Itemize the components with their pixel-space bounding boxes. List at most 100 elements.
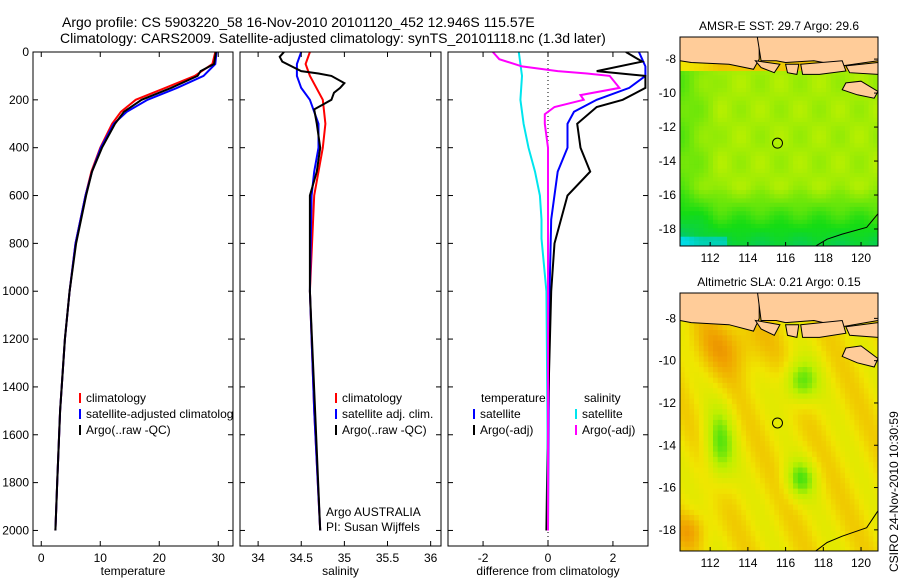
- map-cell: [863, 160, 870, 165]
- map-cell: [779, 430, 785, 437]
- map-cell: [849, 232, 855, 238]
- map-cell: [736, 202, 742, 208]
- map-cell: [849, 240, 855, 246]
- map-cell: [830, 240, 837, 246]
- map-cell: [760, 345, 766, 352]
- map-cell: [717, 451, 723, 458]
- map-cell: [755, 143, 761, 148]
- map-cell: [698, 223, 705, 229]
- map-cell: [680, 181, 686, 187]
- map-cell: [727, 546, 733, 551]
- map-cell: [863, 143, 870, 148]
- map-cell: [769, 441, 775, 447]
- map-cell: [793, 462, 799, 469]
- map-cell: [835, 96, 841, 102]
- map-cell: [703, 419, 709, 426]
- map-cell: [750, 515, 756, 521]
- map-cell: [779, 194, 785, 199]
- map-cell: [849, 340, 855, 347]
- map-cell: [717, 181, 723, 187]
- map-cell: [816, 143, 822, 148]
- map-cell: [873, 388, 878, 395]
- map-cell: [774, 377, 780, 384]
- map-cell: [727, 177, 733, 182]
- map-cell: [845, 109, 851, 114]
- map-cell: [684, 206, 690, 212]
- map-cell: [764, 126, 771, 131]
- map-cell: [698, 134, 705, 140]
- map-cell: [774, 499, 780, 506]
- map-cell: [826, 185, 832, 191]
- map-cell: [731, 361, 738, 368]
- map-cell: [717, 160, 723, 165]
- x-tick-label: 112: [701, 251, 720, 265]
- map-cell: [750, 462, 756, 469]
- map-cell: [779, 130, 785, 136]
- map-cell: [830, 541, 837, 548]
- map-cell: [684, 361, 690, 368]
- map-cell: [816, 223, 822, 229]
- map-cell: [750, 211, 756, 216]
- map-cell: [708, 419, 714, 426]
- map-cell: [835, 105, 841, 110]
- map-cell: [840, 430, 846, 437]
- map-cell: [774, 398, 780, 405]
- map-cell: [750, 96, 756, 102]
- map-cell: [750, 472, 756, 479]
- map-cell: [764, 113, 771, 119]
- map-cell: [741, 185, 747, 191]
- map-cell: [769, 377, 775, 384]
- map-cell: [863, 126, 870, 131]
- map-cell: [783, 530, 789, 537]
- map-cell: [807, 462, 813, 469]
- map-cell: [783, 493, 789, 500]
- map-cell: [807, 88, 813, 93]
- map-cell: [802, 113, 808, 119]
- map-cell: [807, 219, 813, 225]
- map-cell: [868, 462, 874, 469]
- map-cell: [689, 398, 695, 405]
- map-cell: [680, 319, 686, 326]
- map-cell: [694, 130, 700, 136]
- map-cell: [741, 351, 747, 358]
- map-cell: [731, 96, 738, 102]
- map-cell: [717, 530, 723, 537]
- map-cell: [750, 105, 756, 110]
- map-cell: [689, 181, 695, 187]
- map-cell: [684, 530, 690, 537]
- map-cell: [703, 409, 709, 416]
- map-cell: [849, 419, 855, 426]
- map-cell: [830, 83, 837, 89]
- map-cell: [779, 232, 785, 238]
- map-cell: [783, 541, 789, 548]
- map-cell: [830, 96, 837, 102]
- map-cell: [845, 168, 851, 174]
- map-cell: [779, 219, 785, 225]
- map-cell: [821, 202, 827, 208]
- map-cell: [731, 151, 738, 157]
- map-cell: [779, 168, 785, 174]
- map-cell: [774, 525, 780, 532]
- map-cell: [746, 335, 752, 342]
- map-cell: [845, 177, 851, 182]
- map-cell: [760, 105, 766, 110]
- map-cell: [680, 122, 686, 127]
- map-cell: [835, 488, 841, 495]
- map-cell: [863, 202, 870, 208]
- map-cell: [783, 219, 789, 225]
- map-cell: [713, 75, 719, 80]
- map-cell: [840, 483, 846, 490]
- map-cell: [722, 143, 728, 148]
- map-cell: [807, 493, 813, 500]
- map-cell: [849, 164, 855, 170]
- map-cell: [764, 164, 771, 170]
- map-cell: [812, 228, 818, 233]
- map-cell: [722, 172, 728, 178]
- map-cell: [868, 134, 874, 140]
- map-cell: [731, 483, 738, 490]
- map-cell: [802, 441, 808, 447]
- map-cell: [694, 232, 700, 238]
- map-cell: [821, 493, 827, 500]
- map-cell: [845, 185, 851, 191]
- map-cell: [750, 100, 756, 106]
